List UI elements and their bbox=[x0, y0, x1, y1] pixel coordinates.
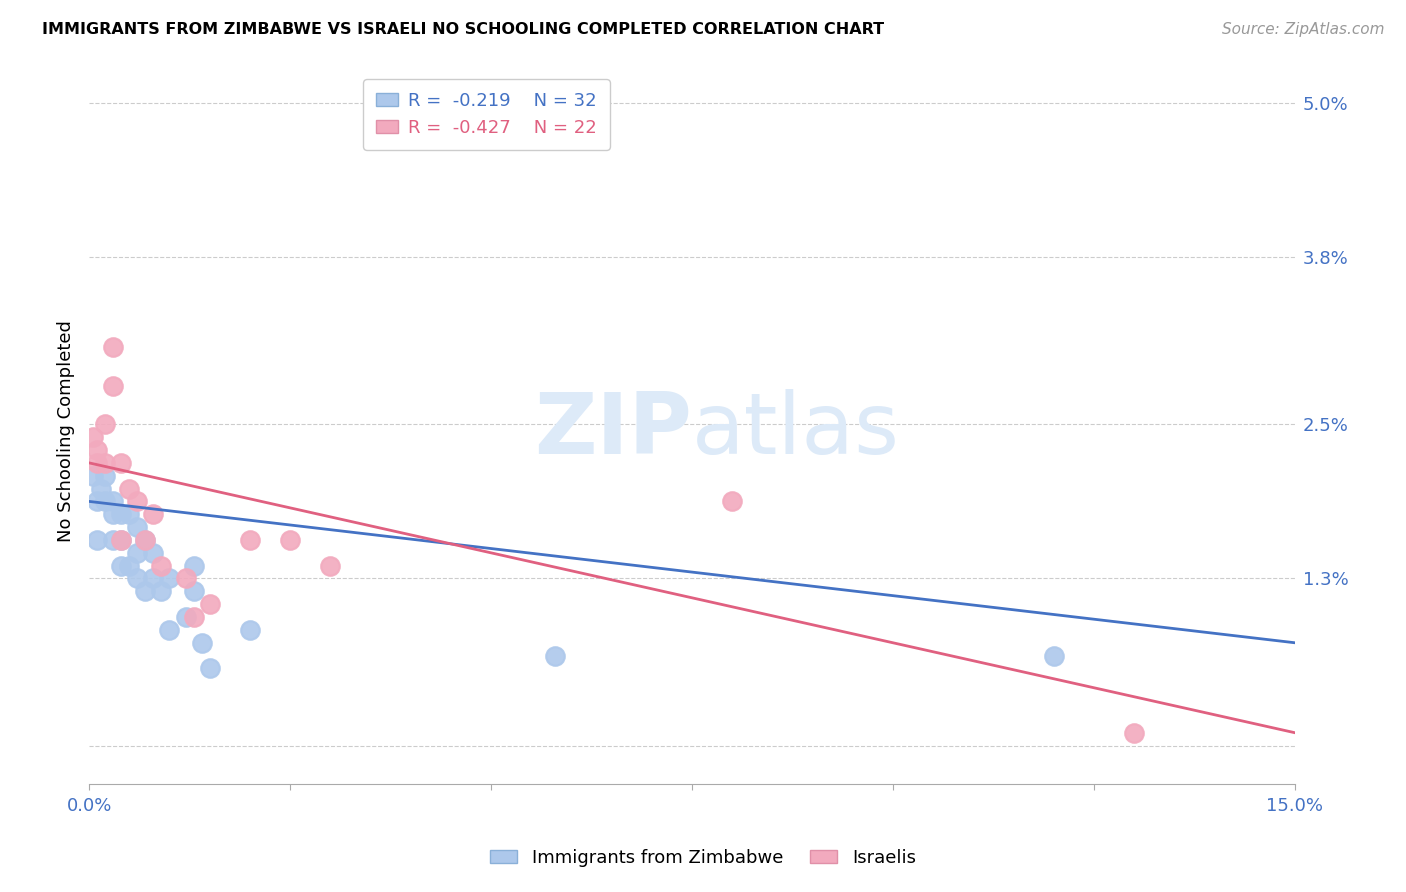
Point bbox=[159, 572, 181, 586]
Point bbox=[198, 661, 221, 675]
Point bbox=[159, 623, 181, 637]
Point bbox=[127, 494, 149, 508]
Point bbox=[127, 520, 149, 534]
Point bbox=[110, 533, 132, 547]
Point bbox=[101, 508, 124, 522]
Point bbox=[134, 533, 156, 547]
Point bbox=[150, 558, 173, 573]
Point bbox=[142, 572, 165, 586]
Text: Source: ZipAtlas.com: Source: ZipAtlas.com bbox=[1222, 22, 1385, 37]
Point bbox=[183, 584, 205, 599]
Point bbox=[110, 558, 132, 573]
Point bbox=[239, 623, 262, 637]
Legend: Immigrants from Zimbabwe, Israelis: Immigrants from Zimbabwe, Israelis bbox=[484, 842, 922, 874]
Point bbox=[118, 558, 141, 573]
Point bbox=[1042, 648, 1064, 663]
Point bbox=[101, 340, 124, 354]
Point bbox=[82, 468, 104, 483]
Point bbox=[183, 610, 205, 624]
Point bbox=[82, 430, 104, 444]
Text: IMMIGRANTS FROM ZIMBABWE VS ISRAELI NO SCHOOLING COMPLETED CORRELATION CHART: IMMIGRANTS FROM ZIMBABWE VS ISRAELI NO S… bbox=[42, 22, 884, 37]
Point bbox=[278, 533, 301, 547]
Point bbox=[86, 456, 108, 470]
Point bbox=[721, 494, 744, 508]
Point bbox=[118, 508, 141, 522]
Point bbox=[319, 558, 342, 573]
Point bbox=[190, 636, 212, 650]
Point bbox=[198, 597, 221, 611]
Point bbox=[142, 508, 165, 522]
Point bbox=[86, 443, 108, 458]
Point bbox=[101, 494, 124, 508]
Point bbox=[110, 456, 132, 470]
Point bbox=[94, 494, 117, 508]
Text: atlas: atlas bbox=[692, 389, 900, 472]
Point bbox=[110, 508, 132, 522]
Point bbox=[174, 610, 197, 624]
Point bbox=[86, 533, 108, 547]
Point bbox=[86, 494, 108, 508]
Point bbox=[134, 584, 156, 599]
Point bbox=[183, 558, 205, 573]
Point bbox=[101, 533, 124, 547]
Point bbox=[174, 572, 197, 586]
Point bbox=[94, 417, 117, 432]
Point bbox=[544, 648, 567, 663]
Point bbox=[239, 533, 262, 547]
Legend: R =  -0.219    N = 32, R =  -0.427    N = 22: R = -0.219 N = 32, R = -0.427 N = 22 bbox=[363, 79, 610, 150]
Point bbox=[127, 572, 149, 586]
Point bbox=[1122, 725, 1144, 739]
Point bbox=[142, 546, 165, 560]
Point bbox=[118, 482, 141, 496]
Point bbox=[94, 468, 117, 483]
Point bbox=[94, 456, 117, 470]
Text: ZIP: ZIP bbox=[534, 389, 692, 472]
Y-axis label: No Schooling Completed: No Schooling Completed bbox=[58, 320, 75, 541]
Point bbox=[101, 378, 124, 392]
Point bbox=[127, 546, 149, 560]
Point bbox=[90, 482, 112, 496]
Point bbox=[134, 533, 156, 547]
Point bbox=[150, 584, 173, 599]
Point bbox=[110, 533, 132, 547]
